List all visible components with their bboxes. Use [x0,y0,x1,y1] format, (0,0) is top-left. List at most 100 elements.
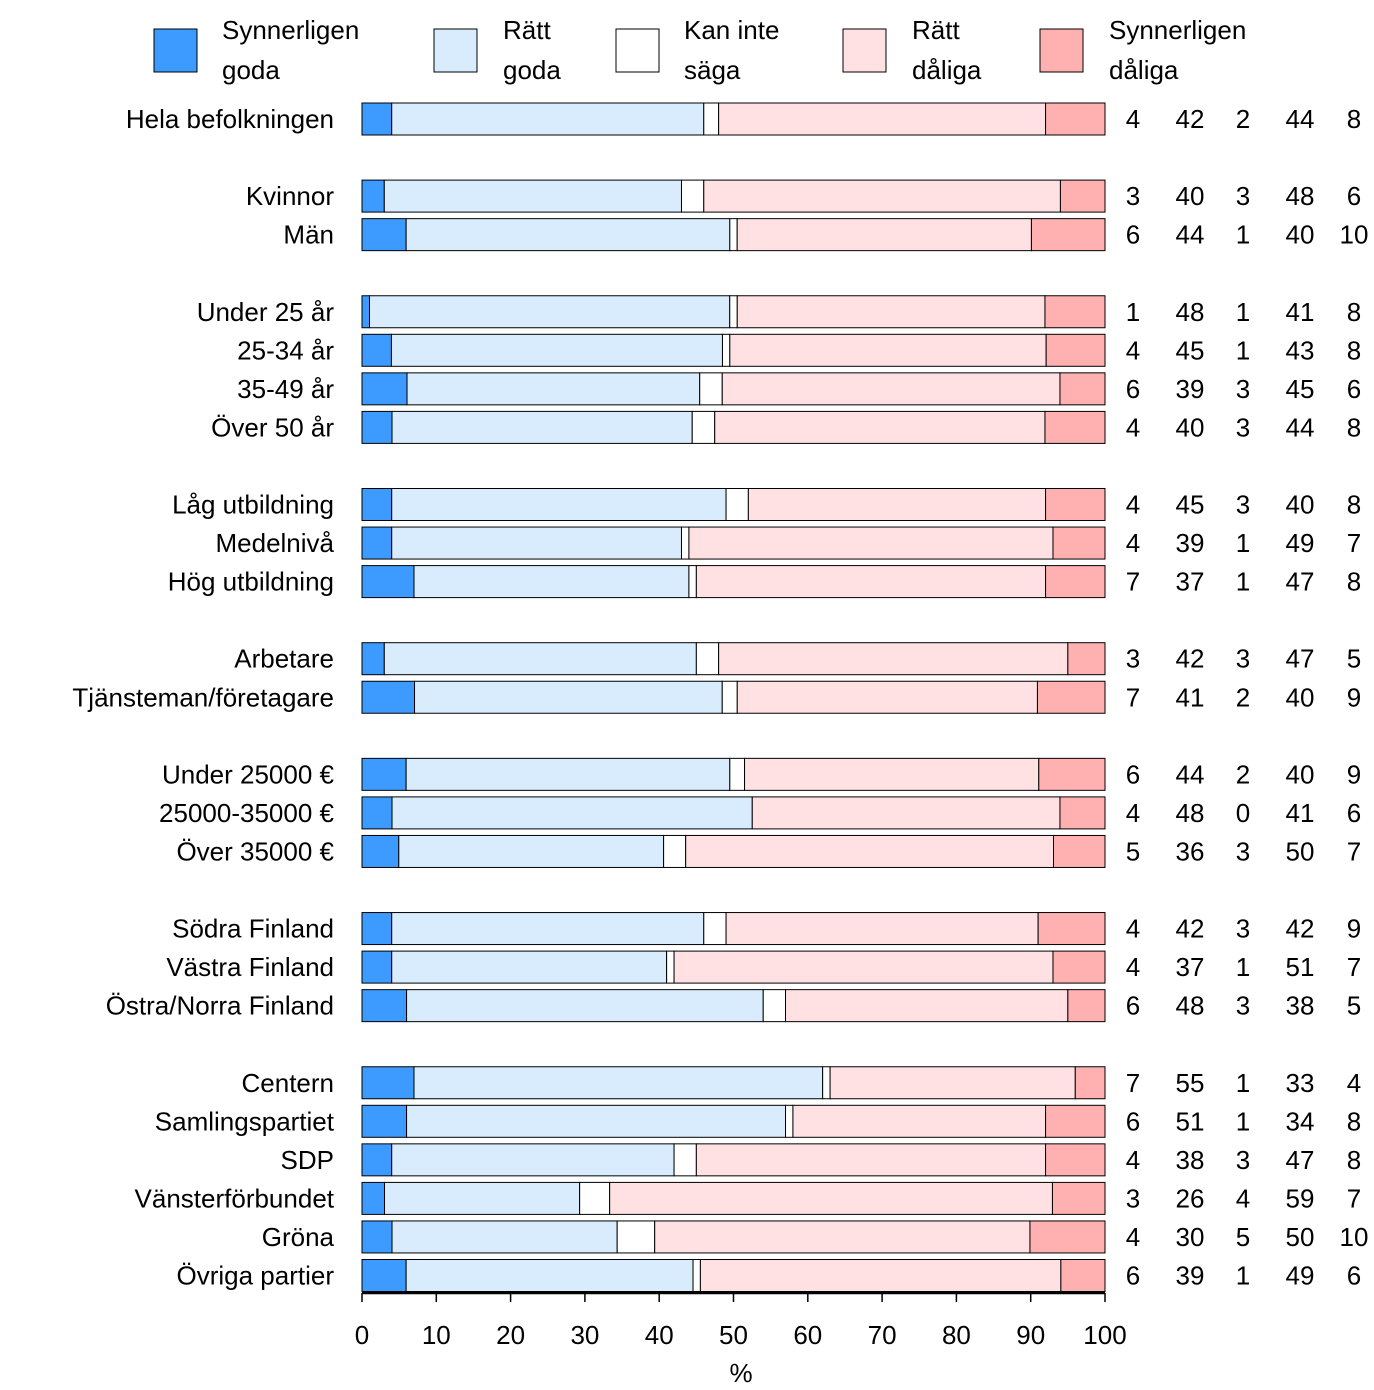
x-tick-label-70: 70 [868,1320,897,1350]
value-label-centern-synnerligen-goda: 7 [1126,1068,1140,1098]
value-label-sodra-finland-kan-inte-saga: 3 [1236,914,1250,944]
bar-segment-tjansteman-foretagare-synnerligen-daliga [1036,680,1106,714]
value-label-centern-ratt-daliga: 33 [1286,1068,1315,1098]
bar-segment-25-34-ar-kan-inte-saga [721,333,731,367]
value-label-vastra-finland-kan-inte-saga: 1 [1236,952,1250,982]
bar-segment-over-35000-eur-kan-inte-saga [663,834,687,868]
row-label-grona: Gröna [262,1222,335,1252]
bar-segment-tjansteman-foretagare-ratt-goda [414,680,723,714]
value-label-medelniva-ratt-goda: 39 [1176,528,1205,558]
bar-segment-under-25-ar-ratt-goda [369,295,731,329]
value-label-lag-utbildning-synnerligen-daliga: 8 [1347,490,1361,520]
x-tick-label-10: 10 [422,1320,451,1350]
value-label-grona-ratt-goda: 30 [1176,1222,1205,1252]
bar-segment-sdp-synnerligen-goda [361,1143,393,1177]
value-label-tjansteman-foretagare-kan-inte-saga: 2 [1236,682,1250,712]
value-label-sdp-kan-inte-saga: 3 [1236,1145,1250,1175]
value-label-over-35000-eur-synnerligen-daliga: 7 [1347,836,1361,866]
value-label-hog-utbildning-synnerligen-daliga: 8 [1347,567,1361,597]
value-label-vastra-finland-ratt-daliga: 51 [1286,952,1315,982]
bar-segment-man-synnerligen-daliga [1030,218,1106,252]
bar-segment-man-ratt-daliga [736,218,1032,252]
bar-segment-man-kan-inte-saga [729,218,738,252]
legend-label-ratt-daliga: dåliga [912,55,982,85]
value-label-35-49-ar-synnerligen-daliga: 6 [1347,374,1361,404]
bar-segment-lag-utbildning-synnerligen-goda [361,488,393,521]
bar-segment-vastra-finland-ratt-daliga [673,950,1054,984]
bar-segment-man-synnerligen-goda [361,218,407,252]
row-label-over-50-ar: Över 50 år [211,412,334,442]
x-tick-label-0: 0 [355,1320,369,1350]
value-label-ostra-norra-finland-synnerligen-goda: 6 [1126,991,1140,1021]
value-label-tjansteman-foretagare-ratt-goda: 41 [1176,682,1205,712]
value-label-ovriga-partier-synnerligen-daliga: 6 [1347,1261,1361,1291]
bar-segment-samlingspartiet-ratt-daliga [792,1104,1047,1138]
legend: Synnerligen goda Rätt goda Kan inte säga Rätt d… [153,15,1246,85]
bar-segment-ostra-norra-finland-synnerligen-goda [361,989,408,1023]
bar-row-over-50-ar: Över 50 år 4 40 3 44 8 [211,410,1361,444]
bar-segment-lag-utbildning-ratt-daliga [747,488,1047,521]
bar-segment-sodra-finland-synnerligen-goda [361,912,393,946]
value-label-medelniva-ratt-daliga: 49 [1286,528,1315,558]
bar-segment-samlingspartiet-synnerligen-daliga [1045,1104,1106,1138]
bar-segment-ovriga-partier-synnerligen-goda [361,1259,407,1292]
bar-segment-medelniva-ratt-daliga [688,526,1054,560]
value-label-grona-synnerligen-goda: 4 [1126,1222,1140,1252]
bar-row-vansterforbundet: Vänsterförbundet 3 26 4 59 7 [135,1181,1361,1215]
bar-segment-sodra-finland-ratt-goda [391,912,705,946]
bar-segment-ovriga-partier-ratt-goda [405,1259,694,1292]
value-label-vansterforbundet-ratt-goda: 26 [1176,1183,1205,1213]
value-label-vansterforbundet-synnerligen-goda: 3 [1126,1183,1140,1213]
value-label-25000-35000-eur-ratt-goda: 48 [1176,798,1205,828]
row-label-25-34-ar: 25-34 år [237,335,334,365]
bar-segment-over-35000-eur-synnerligen-daliga [1053,834,1106,868]
value-label-arbetare-synnerligen-goda: 3 [1126,644,1140,674]
bar-segment-25000-35000-eur-synnerligen-daliga [1059,796,1106,830]
bar-segment-medelniva-synnerligen-goda [361,526,393,560]
value-label-samlingspartiet-synnerligen-daliga: 8 [1347,1106,1361,1136]
bar-segment-sodra-finland-ratt-daliga [725,912,1039,946]
bar-segment-centern-synnerligen-goda [361,1066,415,1100]
value-label-25-34-ar-ratt-daliga: 43 [1286,335,1315,365]
bar-row-sodra-finland: Södra Finland 4 42 3 42 9 [172,912,1361,946]
bar-segment-hela-befolkningen-ratt-daliga [718,102,1047,136]
row-label-arbetare: Arbetare [234,644,334,674]
bar-segment-vastra-finland-synnerligen-daliga [1052,950,1106,984]
value-label-25000-35000-eur-kan-inte-saga: 0 [1236,798,1250,828]
row-label-vansterforbundet: Vänsterförbundet [135,1183,335,1213]
bar-row-25000-35000-eur: 25000-35000 € 4 48 0 41 6 [159,796,1361,830]
bar-segment-under-25-ar-synnerligen-goda [361,295,371,329]
bar-segment-kvinnor-kan-inte-saga [680,179,705,213]
bar-segment-hog-utbildning-synnerligen-daliga [1045,565,1106,599]
bar-segment-hog-utbildning-synnerligen-goda [361,565,415,599]
bar-segment-samlingspartiet-ratt-goda [406,1104,787,1138]
bar-segment-vansterforbundet-ratt-goda [384,1181,581,1215]
bar-row-hog-utbildning: Hög utbildning 7 37 1 47 8 [168,565,1361,599]
bar-segment-over-35000-eur-ratt-daliga [685,834,1055,868]
value-label-kvinnor-kan-inte-saga: 3 [1236,181,1250,211]
row-label-hela-befolkningen: Hela befolkningen [126,104,334,134]
x-axis-title: % [729,1358,752,1388]
x-tick-label-90: 90 [1016,1320,1045,1350]
row-label-centern: Centern [242,1068,335,1098]
row-label-under-25-ar: Under 25 år [197,297,335,327]
bar-segment-over-50-ar-ratt-daliga [714,410,1046,444]
legend-label-ratt-daliga: Rätt [912,15,960,45]
bar-row-ovriga-partier: Övriga partier 6 39 1 49 6 [177,1259,1361,1292]
value-label-under-25000-eur-kan-inte-saga: 2 [1236,759,1250,789]
value-label-sodra-finland-synnerligen-daliga: 9 [1347,914,1361,944]
value-label-tjansteman-foretagare-synnerligen-goda: 7 [1126,682,1140,712]
x-tick-label-40: 40 [645,1320,674,1350]
bar-segment-under-25-ar-kan-inte-saga [729,295,738,329]
value-label-under-25-ar-ratt-goda: 48 [1176,297,1205,327]
value-label-centern-ratt-goda: 55 [1176,1068,1205,1098]
value-label-vansterforbundet-synnerligen-daliga: 7 [1347,1183,1361,1213]
bar-row-vastra-finland: Västra Finland 4 37 1 51 7 [166,950,1361,984]
bar-segment-arbetare-synnerligen-goda [361,642,385,676]
legend-swatch-synnerligen-goda [153,28,198,73]
x-tick-label-30: 30 [570,1320,599,1350]
bar-segment-under-25000-eur-ratt-daliga [744,757,1040,791]
bar-segment-vansterforbundet-ratt-daliga [609,1181,1053,1215]
value-label-ostra-norra-finland-ratt-daliga: 38 [1286,991,1315,1021]
value-label-over-50-ar-kan-inte-saga: 3 [1236,412,1250,442]
